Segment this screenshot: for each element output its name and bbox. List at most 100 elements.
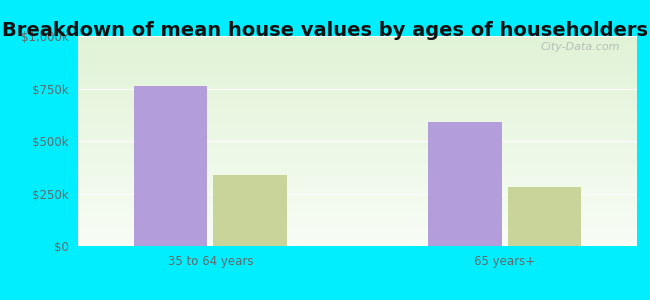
Bar	[78, 85, 637, 86]
Bar	[78, 124, 637, 126]
Bar	[78, 127, 637, 128]
Bar	[78, 88, 637, 89]
Bar	[78, 158, 637, 159]
Bar	[78, 191, 637, 193]
Bar	[78, 53, 637, 54]
Bar	[78, 149, 637, 151]
Bar	[428, 122, 502, 246]
Bar	[78, 233, 637, 235]
Bar	[78, 179, 637, 180]
Bar	[78, 238, 637, 239]
Bar	[78, 71, 637, 72]
Bar	[78, 154, 637, 155]
Bar	[78, 107, 637, 109]
Bar	[78, 243, 637, 244]
Bar	[78, 47, 637, 49]
Bar	[78, 80, 637, 81]
Bar	[78, 114, 637, 116]
Bar	[78, 198, 637, 200]
Bar	[78, 145, 637, 147]
Bar	[78, 215, 637, 217]
Bar	[78, 239, 637, 240]
Bar	[78, 208, 637, 210]
Bar	[78, 175, 637, 176]
Bar	[78, 140, 637, 141]
Bar	[134, 86, 207, 246]
Bar	[78, 202, 637, 204]
Bar	[78, 166, 637, 168]
Bar	[78, 170, 637, 172]
Bar	[78, 43, 637, 44]
Bar	[78, 210, 637, 211]
Bar	[78, 109, 637, 110]
Bar	[78, 54, 637, 56]
Bar	[78, 117, 637, 119]
Bar	[78, 165, 637, 166]
Bar	[78, 204, 637, 206]
Bar	[78, 235, 637, 236]
Bar	[78, 232, 637, 233]
Bar	[78, 65, 637, 67]
Bar	[78, 68, 637, 70]
Bar	[78, 206, 637, 207]
Bar	[78, 148, 637, 149]
Text: Breakdown of mean house values by ages of householders: Breakdown of mean house values by ages o…	[2, 21, 648, 40]
Bar	[78, 113, 637, 114]
Bar	[78, 76, 637, 78]
Bar	[78, 172, 637, 173]
Bar	[78, 134, 637, 135]
Bar	[78, 92, 637, 93]
Bar	[78, 64, 637, 65]
Bar	[78, 42, 637, 43]
Bar	[78, 144, 637, 145]
Bar	[78, 225, 637, 226]
Bar	[78, 110, 637, 112]
Bar	[78, 50, 637, 51]
Bar	[78, 72, 637, 74]
Bar	[78, 78, 637, 80]
Bar	[78, 137, 637, 138]
Bar	[78, 86, 637, 88]
Bar	[78, 173, 637, 175]
Bar	[78, 159, 637, 160]
Bar	[78, 131, 637, 133]
Bar	[78, 207, 637, 208]
Bar	[78, 162, 637, 164]
Bar	[78, 103, 637, 105]
Bar	[78, 189, 637, 190]
Bar	[78, 38, 637, 39]
Bar	[78, 96, 637, 98]
Bar	[78, 222, 637, 224]
Bar	[78, 95, 637, 96]
Bar	[78, 70, 637, 71]
Bar	[213, 175, 287, 246]
Bar	[78, 112, 637, 113]
Bar	[78, 152, 637, 154]
Bar	[78, 156, 637, 158]
Bar	[78, 142, 637, 144]
Bar	[78, 51, 637, 53]
Bar	[78, 217, 637, 218]
Bar	[78, 81, 637, 82]
Bar	[78, 99, 637, 100]
Bar	[78, 82, 637, 84]
Bar	[78, 183, 637, 184]
Bar	[78, 244, 637, 246]
Bar	[78, 106, 637, 107]
Bar	[78, 46, 637, 47]
Bar	[78, 186, 637, 187]
Bar	[78, 219, 637, 221]
Bar	[78, 130, 637, 131]
Bar	[78, 126, 637, 127]
Bar	[78, 211, 637, 212]
Bar	[508, 187, 581, 246]
Bar	[78, 168, 637, 169]
Bar	[78, 221, 637, 222]
Bar	[78, 102, 637, 103]
Bar	[78, 193, 637, 194]
Bar	[78, 135, 637, 137]
Bar	[78, 100, 637, 102]
Bar	[78, 61, 637, 63]
Bar	[78, 122, 637, 123]
Bar	[78, 44, 637, 46]
